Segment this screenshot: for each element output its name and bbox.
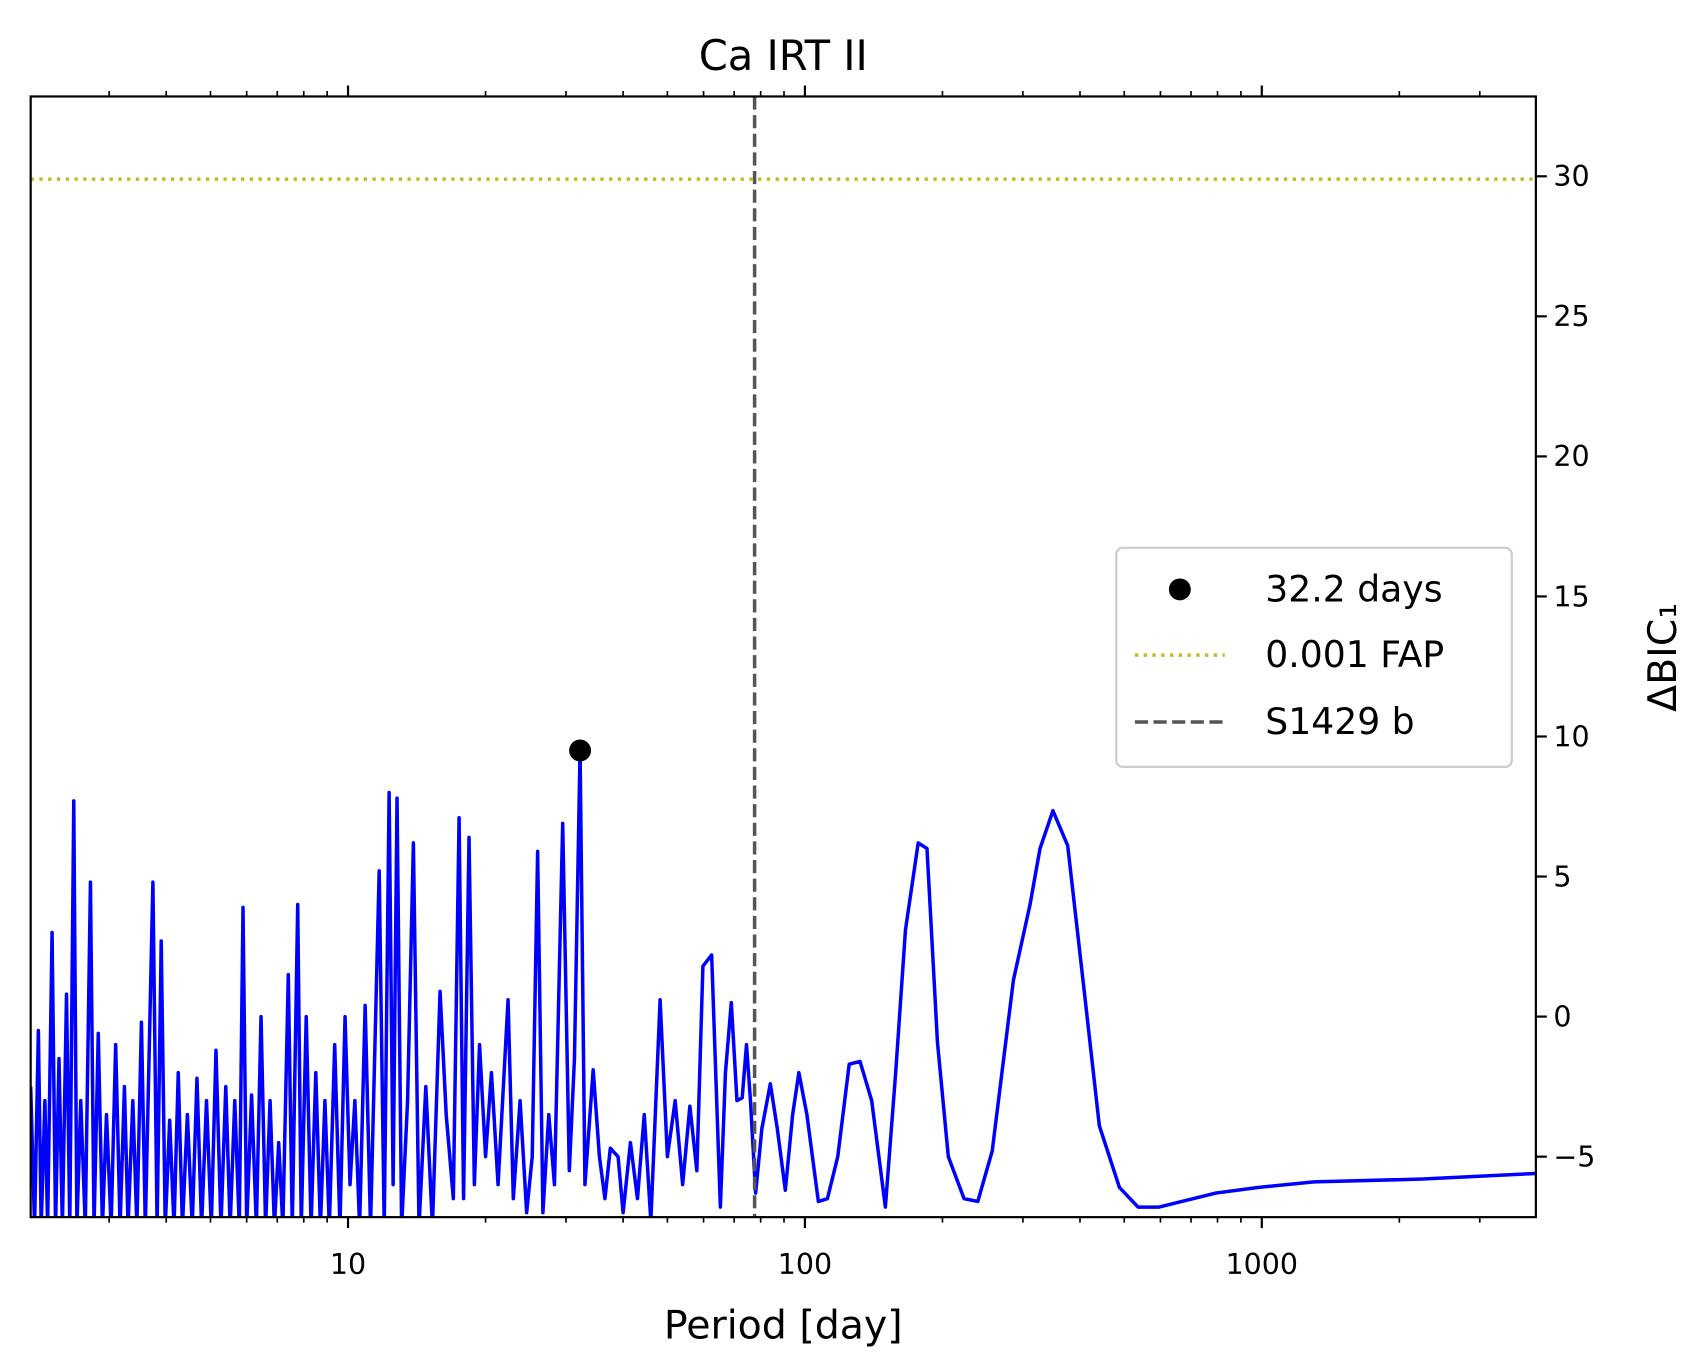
x-tick-label: 10 — [330, 1248, 366, 1281]
y-axis-label: ΔBIC₁ — [1640, 603, 1686, 712]
legend: 32.2 days 0.001 FAP S1429 b — [1115, 546, 1513, 768]
y-tick-label: 5 — [1553, 860, 1571, 893]
legend-box — [1115, 546, 1513, 768]
y-tick-label: 10 — [1553, 720, 1589, 753]
x-axis-label: Period [day] — [664, 1303, 903, 1349]
x-tick-label: 100 — [778, 1248, 832, 1281]
y-tick-label: −5 — [1553, 1141, 1595, 1174]
periodogram-line — [30, 748, 1536, 1218]
chart-title: Ca IRT II — [699, 31, 868, 80]
y-tick-label: 15 — [1553, 580, 1589, 613]
legend-marker — [1168, 578, 1191, 601]
legend-label: S1429 b — [1265, 700, 1414, 743]
y-tick-label: 0 — [1553, 1000, 1571, 1033]
peak-marker — [569, 739, 592, 762]
x-tick-label: 1000 — [1226, 1248, 1298, 1281]
plot-area — [30, 96, 1536, 1218]
y-tick-label: 30 — [1553, 160, 1589, 193]
y-tick-label: 20 — [1553, 440, 1589, 473]
y-tick-label: 25 — [1553, 300, 1589, 333]
legend-label: 0.001 FAP — [1265, 633, 1444, 676]
legend-label: 32.2 days — [1265, 567, 1442, 610]
